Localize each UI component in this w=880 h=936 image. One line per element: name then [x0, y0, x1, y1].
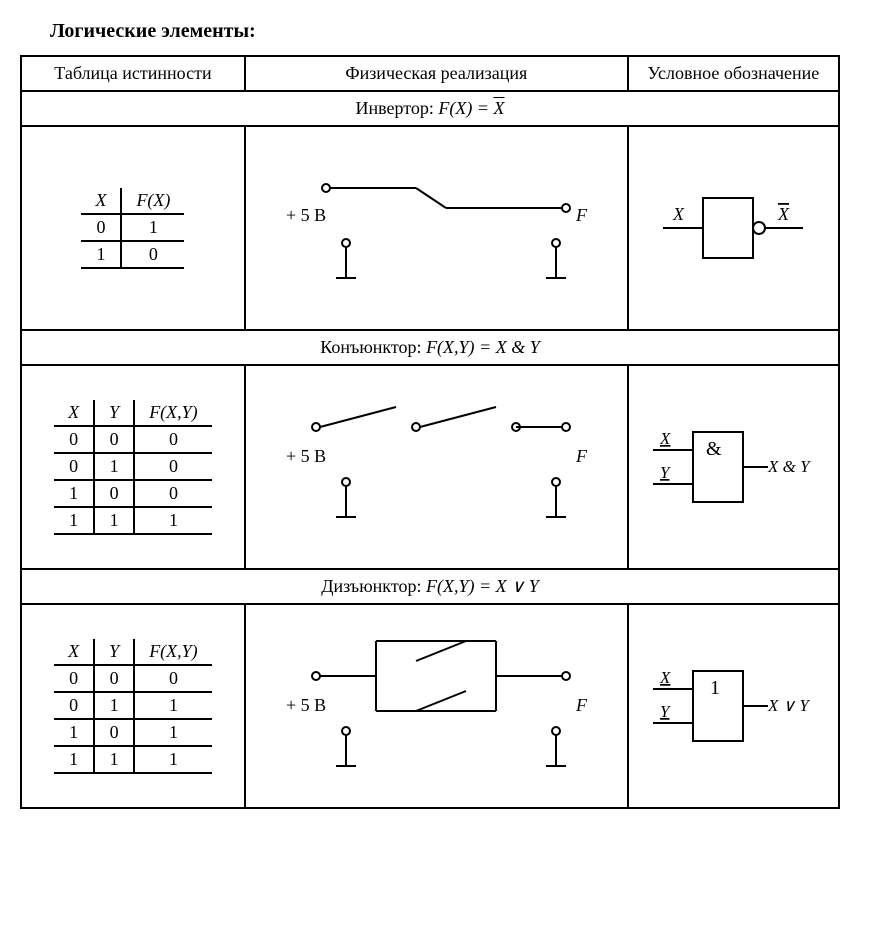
header-symbol: Условное обозначение: [628, 56, 839, 91]
svg-text:X: X: [777, 204, 790, 224]
svg-text:+ 5 В: + 5 В: [286, 446, 326, 466]
conjunctor-truth-table: XYF(X,Y) 000 010 100 111: [54, 400, 212, 535]
svg-text:&: &: [706, 438, 722, 460]
svg-text:Y: Y: [660, 702, 671, 721]
inverter-truth-table: XF(X) 01 10: [81, 188, 184, 269]
svg-text:F: F: [575, 446, 588, 466]
svg-text:F: F: [575, 695, 588, 715]
svg-text:X: X: [672, 204, 685, 224]
svg-text:F: F: [575, 205, 588, 225]
header-truth-table: Таблица истинности: [21, 56, 245, 91]
disjunctor-truth-table: XYF(X,Y) 000 011 101 111: [54, 639, 212, 774]
svg-text:1: 1: [710, 677, 720, 699]
inverter-truth-cell: XF(X) 01 10: [21, 126, 245, 330]
svg-text:+ 5 В: + 5 В: [286, 695, 326, 715]
svg-text:X: X: [659, 429, 671, 448]
inverter-symbol-cell: X X: [628, 126, 839, 330]
disjunctor-truth-cell: XYF(X,Y) 000 011 101 111: [21, 604, 245, 808]
svg-text:Y: Y: [660, 463, 671, 482]
conjunctor-physical-cell: + 5 В F: [245, 365, 628, 569]
svg-text:+ 5 В: + 5 В: [286, 205, 326, 225]
page-title: Логические элементы:: [50, 20, 860, 43]
inverter-physical-cell: + 5 В F: [245, 126, 628, 330]
svg-text:X: X: [659, 668, 671, 687]
disjunctor-physical-cell: + 5 В F: [245, 604, 628, 808]
inverter-title: Инвертор: F(X) = X: [21, 91, 839, 126]
conjunctor-truth-cell: XYF(X,Y) 000 010 100 111: [21, 365, 245, 569]
disjunctor-symbol-cell: X Y 1 X ∨ Y: [628, 604, 839, 808]
disjunctor-title: Дизъюнктор: F(X,Y) = X ∨ Y: [21, 569, 839, 604]
conjunctor-title: Конъюнктор: F(X,Y) = X & Y: [21, 330, 839, 365]
header-physical: Физическая реализация: [245, 56, 628, 91]
svg-text:X ∨ Y: X ∨ Y: [767, 696, 810, 715]
svg-text:X & Y: X & Y: [767, 457, 811, 476]
logic-elements-table: Таблица истинности Физическая реализация…: [20, 55, 840, 809]
conjunctor-symbol-cell: X Y & X & Y: [628, 365, 839, 569]
